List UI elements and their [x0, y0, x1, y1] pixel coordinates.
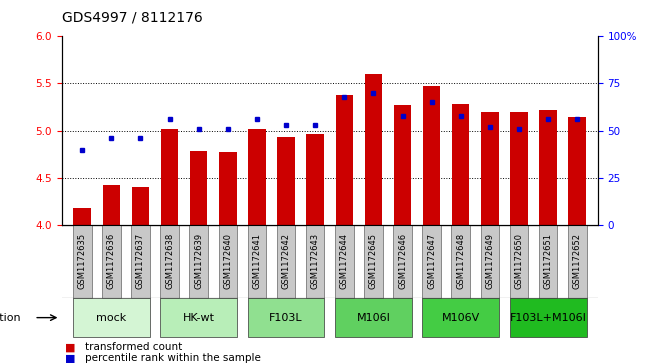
- Bar: [335, 298, 412, 337]
- Bar: [189, 225, 208, 298]
- Bar: [160, 225, 179, 298]
- Text: GSM1172641: GSM1172641: [253, 233, 262, 289]
- Bar: [73, 298, 150, 337]
- Bar: [190, 151, 208, 225]
- Text: GSM1172643: GSM1172643: [311, 233, 320, 289]
- Bar: [102, 225, 120, 298]
- Bar: [510, 225, 529, 298]
- Text: GSM1172649: GSM1172649: [486, 233, 494, 289]
- Bar: [510, 112, 528, 225]
- Bar: [132, 187, 149, 225]
- Text: infection: infection: [0, 313, 20, 323]
- Text: GSM1172645: GSM1172645: [369, 233, 378, 289]
- Text: GSM1172652: GSM1172652: [573, 233, 582, 289]
- Text: GSM1172638: GSM1172638: [165, 233, 174, 289]
- Bar: [481, 112, 499, 225]
- Text: GDS4997 / 8112176: GDS4997 / 8112176: [62, 11, 202, 25]
- Text: GSM1172637: GSM1172637: [136, 233, 145, 289]
- Text: ■: ■: [65, 342, 76, 352]
- Bar: [422, 225, 441, 298]
- Bar: [161, 129, 178, 225]
- Bar: [73, 225, 92, 298]
- Text: percentile rank within the sample: percentile rank within the sample: [85, 353, 260, 363]
- Bar: [103, 185, 120, 225]
- Text: F103L+M106I: F103L+M106I: [510, 313, 587, 323]
- Bar: [539, 225, 557, 298]
- Text: GSM1172636: GSM1172636: [107, 233, 116, 289]
- Bar: [365, 74, 382, 225]
- Bar: [452, 104, 469, 225]
- Text: GSM1172640: GSM1172640: [223, 233, 232, 289]
- Bar: [247, 225, 266, 298]
- Text: GSM1172648: GSM1172648: [456, 233, 465, 289]
- Bar: [422, 298, 499, 337]
- Bar: [219, 152, 236, 225]
- Text: transformed count: transformed count: [85, 342, 182, 352]
- Text: GSM1172644: GSM1172644: [340, 233, 349, 289]
- Bar: [394, 105, 411, 225]
- Text: HK-wt: HK-wt: [183, 313, 215, 323]
- Bar: [540, 110, 557, 225]
- Bar: [451, 225, 470, 298]
- Bar: [74, 208, 91, 225]
- Bar: [335, 225, 353, 298]
- Bar: [248, 129, 266, 225]
- Text: GSM1172642: GSM1172642: [281, 233, 290, 289]
- Bar: [364, 225, 383, 298]
- Bar: [480, 225, 499, 298]
- Text: GSM1172639: GSM1172639: [194, 233, 203, 289]
- Bar: [277, 225, 296, 298]
- Text: GSM1172635: GSM1172635: [77, 233, 87, 289]
- Text: GSM1172650: GSM1172650: [514, 233, 523, 289]
- Bar: [568, 225, 587, 298]
- Text: ■: ■: [65, 353, 76, 363]
- Text: GSM1172647: GSM1172647: [427, 233, 436, 289]
- Text: mock: mock: [96, 313, 126, 323]
- Bar: [247, 298, 324, 337]
- Text: GSM1172646: GSM1172646: [398, 233, 407, 289]
- Text: M106I: M106I: [357, 313, 391, 323]
- Bar: [393, 225, 412, 298]
- Bar: [307, 134, 324, 225]
- Text: M106V: M106V: [441, 313, 480, 323]
- Bar: [219, 225, 237, 298]
- Bar: [131, 225, 150, 298]
- Bar: [277, 137, 295, 225]
- Bar: [568, 117, 586, 225]
- Bar: [160, 298, 237, 337]
- Bar: [423, 86, 440, 225]
- Bar: [335, 95, 353, 225]
- Text: F103L: F103L: [270, 313, 303, 323]
- Text: GSM1172651: GSM1172651: [544, 233, 553, 289]
- Bar: [306, 225, 324, 298]
- Bar: [510, 298, 587, 337]
